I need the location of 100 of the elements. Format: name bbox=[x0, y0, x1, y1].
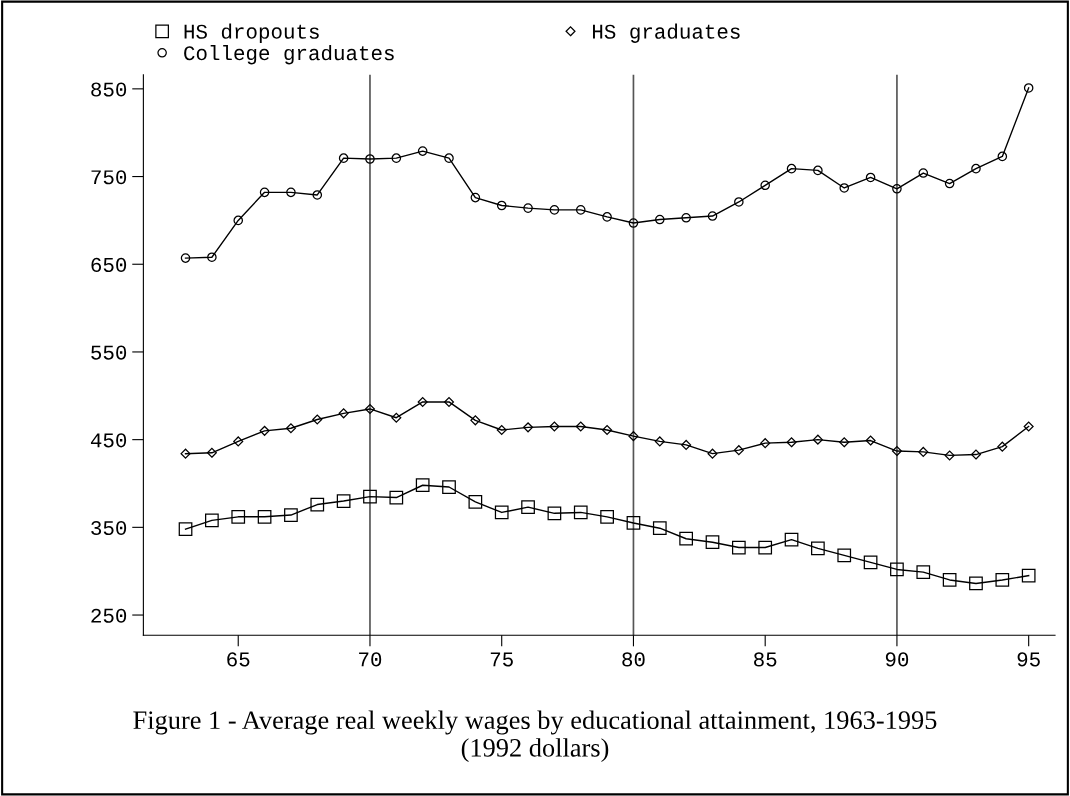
point bbox=[602, 212, 612, 222]
point bbox=[336, 494, 351, 508]
text: Figure 1 - Average real weekly wages by educational attainment, 1963-1995 (1992 dollars) bbox=[133, 710, 937, 763]
point bbox=[942, 573, 957, 587]
point bbox=[837, 548, 852, 563]
point bbox=[997, 441, 1008, 452]
point bbox=[470, 415, 481, 426]
point bbox=[602, 424, 613, 436]
point bbox=[654, 436, 665, 447]
point bbox=[758, 540, 773, 555]
x-tick-label: 90 bbox=[885, 652, 909, 667]
point bbox=[312, 414, 323, 425]
point bbox=[865, 435, 876, 446]
point bbox=[233, 436, 244, 447]
point bbox=[918, 168, 929, 178]
point bbox=[918, 446, 929, 457]
legend-label: HS dropouts bbox=[184, 23, 319, 43]
point bbox=[231, 509, 246, 524]
point bbox=[890, 562, 904, 577]
point bbox=[523, 203, 533, 213]
point bbox=[547, 506, 562, 521]
point bbox=[916, 565, 931, 579]
point bbox=[365, 154, 375, 164]
x-tick-label: 70 bbox=[359, 652, 382, 667]
point bbox=[259, 187, 270, 198]
point bbox=[655, 214, 665, 225]
point bbox=[705, 535, 720, 550]
x-tick-label: 75 bbox=[490, 652, 513, 667]
point bbox=[784, 532, 799, 547]
point bbox=[206, 447, 217, 458]
point bbox=[970, 449, 982, 460]
point bbox=[338, 153, 349, 163]
point bbox=[180, 253, 191, 263]
point bbox=[233, 215, 244, 226]
point bbox=[207, 252, 217, 263]
y-tick-label: 550 bbox=[91, 345, 127, 360]
point bbox=[944, 178, 955, 189]
y-tick-label: 850 bbox=[91, 82, 127, 97]
y-tick-label: 750 bbox=[91, 170, 127, 185]
y-tick-label: 650 bbox=[91, 257, 127, 272]
point bbox=[470, 192, 481, 203]
y-tick-label: 350 bbox=[91, 520, 127, 536]
point bbox=[415, 478, 430, 493]
point bbox=[180, 448, 191, 459]
point bbox=[417, 146, 428, 156]
point bbox=[284, 508, 298, 522]
point bbox=[628, 431, 639, 442]
point bbox=[734, 197, 744, 207]
point bbox=[813, 165, 823, 176]
y-tick-label: 250 bbox=[91, 608, 127, 623]
x-tick-label: 80 bbox=[622, 652, 645, 667]
x-tick-label: 85 bbox=[754, 652, 777, 667]
point bbox=[679, 531, 694, 546]
point bbox=[549, 421, 560, 432]
x-tick-label: 95 bbox=[1017, 652, 1040, 667]
point bbox=[521, 500, 535, 515]
point bbox=[891, 446, 902, 457]
y-tick-label: 450 bbox=[90, 433, 127, 448]
point bbox=[496, 200, 507, 211]
point bbox=[310, 497, 325, 512]
point bbox=[997, 151, 1008, 162]
x-tick-label: 65 bbox=[227, 652, 250, 667]
point bbox=[969, 576, 983, 591]
point bbox=[995, 573, 1010, 587]
legend-label: College graduates bbox=[184, 44, 394, 65]
point bbox=[363, 489, 377, 504]
point bbox=[259, 425, 270, 436]
point bbox=[707, 211, 718, 221]
point bbox=[760, 438, 771, 449]
point bbox=[549, 205, 560, 215]
point bbox=[494, 505, 509, 520]
point bbox=[652, 521, 667, 536]
point bbox=[863, 555, 878, 570]
point bbox=[707, 448, 718, 459]
point bbox=[468, 495, 483, 509]
point bbox=[391, 153, 402, 163]
point bbox=[523, 422, 534, 433]
point bbox=[286, 187, 296, 198]
point bbox=[364, 403, 376, 414]
point bbox=[839, 437, 850, 448]
point bbox=[600, 509, 614, 524]
point bbox=[496, 424, 507, 436]
point bbox=[944, 450, 955, 461]
point bbox=[626, 516, 641, 530]
point bbox=[865, 172, 876, 183]
point bbox=[786, 163, 797, 174]
point bbox=[786, 437, 797, 448]
point bbox=[812, 434, 823, 445]
point bbox=[573, 505, 588, 520]
legend-label: HS graduates bbox=[593, 23, 740, 43]
point bbox=[312, 190, 323, 200]
point bbox=[391, 412, 402, 423]
point bbox=[338, 408, 349, 419]
point bbox=[731, 540, 746, 555]
point bbox=[257, 509, 272, 524]
point bbox=[1023, 421, 1034, 432]
point bbox=[733, 445, 744, 456]
point bbox=[760, 180, 770, 191]
point bbox=[1023, 83, 1034, 93]
point bbox=[389, 490, 404, 505]
